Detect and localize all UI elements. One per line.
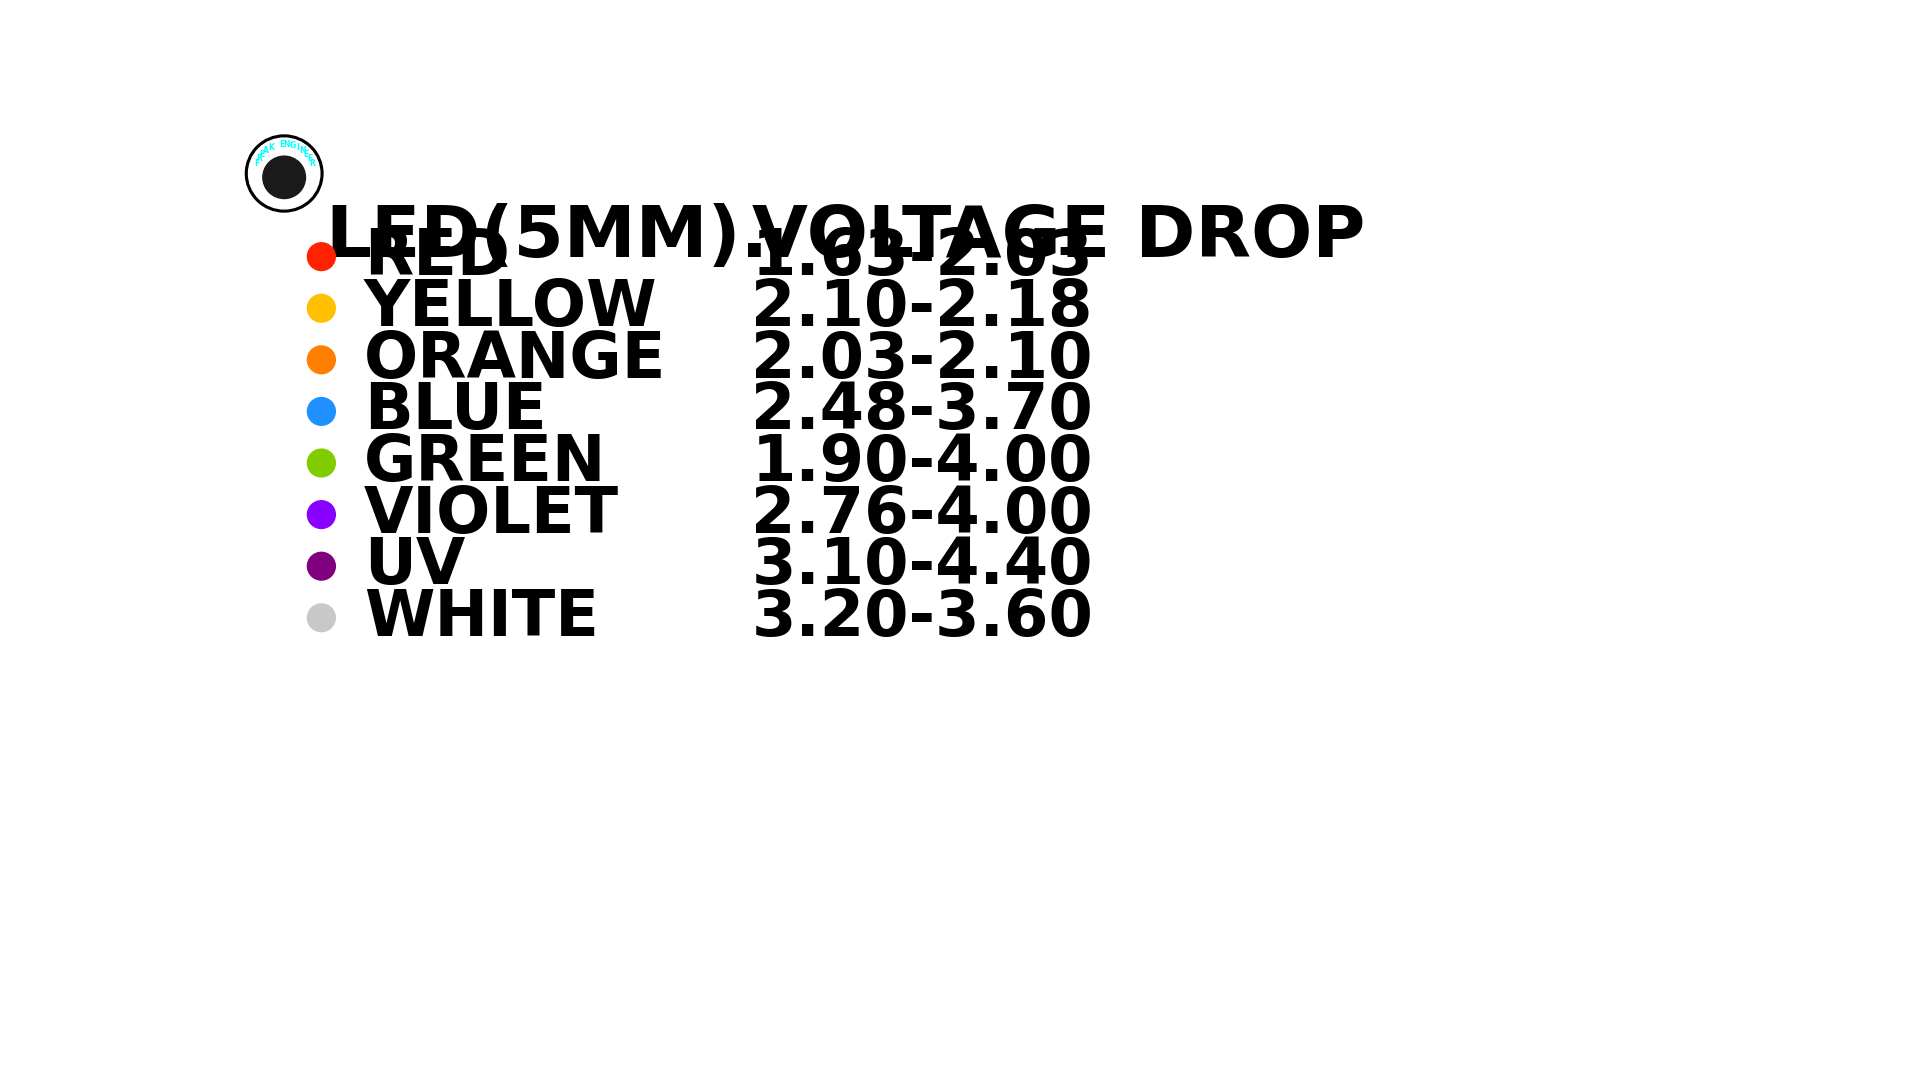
Text: 2.76-4.00: 2.76-4.00 bbox=[751, 484, 1092, 545]
Text: VIOLET: VIOLET bbox=[365, 484, 618, 545]
Text: E: E bbox=[303, 150, 309, 159]
Text: N: N bbox=[284, 139, 290, 149]
Text: WHITE: WHITE bbox=[365, 586, 599, 649]
Text: A: A bbox=[263, 146, 269, 154]
Text: 2.03-2.10: 2.03-2.10 bbox=[751, 328, 1092, 391]
Circle shape bbox=[248, 138, 321, 208]
Text: 1.90-4.00: 1.90-4.00 bbox=[751, 432, 1092, 494]
Text: 2.10-2.18: 2.10-2.18 bbox=[751, 278, 1092, 339]
Text: 2.48-3.70: 2.48-3.70 bbox=[751, 380, 1092, 443]
Circle shape bbox=[246, 135, 323, 212]
Text: 3.10-4.40: 3.10-4.40 bbox=[751, 536, 1092, 597]
Circle shape bbox=[307, 346, 336, 374]
Circle shape bbox=[307, 295, 336, 322]
Text: E: E bbox=[278, 139, 284, 149]
Text: N: N bbox=[300, 146, 305, 154]
Text: 3.20-3.60: 3.20-3.60 bbox=[751, 586, 1092, 649]
Text: E: E bbox=[259, 150, 265, 159]
Text: RED: RED bbox=[365, 226, 511, 287]
Text: UV: UV bbox=[365, 536, 465, 597]
Circle shape bbox=[307, 449, 336, 477]
Circle shape bbox=[307, 397, 336, 426]
Text: K: K bbox=[269, 143, 275, 152]
Text: G: G bbox=[290, 140, 296, 150]
Text: F: F bbox=[253, 159, 259, 168]
Circle shape bbox=[307, 243, 336, 270]
Text: ORANGE: ORANGE bbox=[365, 328, 666, 391]
Circle shape bbox=[307, 604, 336, 632]
Text: I: I bbox=[296, 143, 300, 152]
Text: R: R bbox=[255, 154, 261, 163]
Text: VOLTAGE DROP: VOLTAGE DROP bbox=[751, 203, 1365, 272]
Circle shape bbox=[263, 157, 305, 199]
Circle shape bbox=[307, 501, 336, 528]
Text: LED(5MM).: LED(5MM). bbox=[324, 203, 768, 272]
Text: E: E bbox=[307, 154, 313, 163]
Text: GREEN: GREEN bbox=[365, 432, 607, 494]
Text: 1.63-2.03: 1.63-2.03 bbox=[751, 226, 1092, 287]
Text: R: R bbox=[309, 159, 315, 168]
Circle shape bbox=[307, 552, 336, 580]
Text: YELLOW: YELLOW bbox=[365, 278, 659, 339]
Text: BLUE: BLUE bbox=[365, 380, 547, 443]
